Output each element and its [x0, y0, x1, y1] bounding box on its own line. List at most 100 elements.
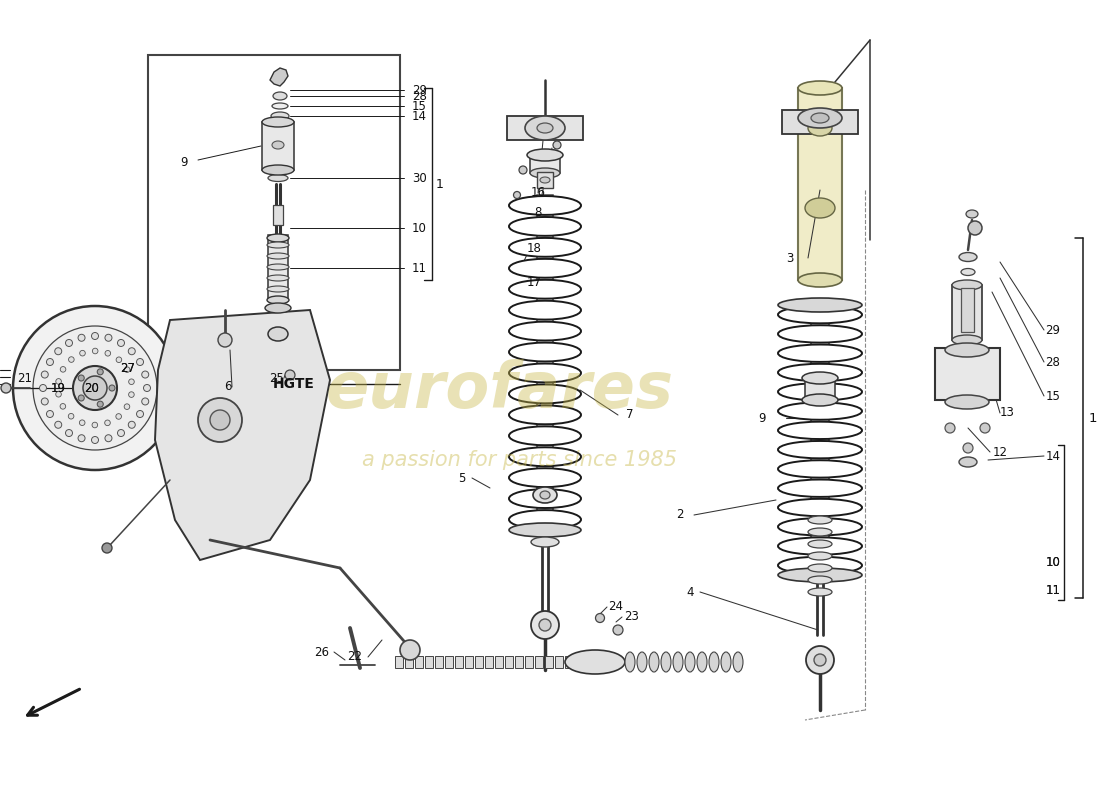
Circle shape	[400, 640, 420, 660]
Circle shape	[210, 410, 230, 430]
Ellipse shape	[509, 217, 581, 236]
Circle shape	[118, 339, 124, 346]
Text: 19: 19	[51, 382, 66, 394]
Bar	[525, 656, 533, 668]
Ellipse shape	[267, 296, 289, 304]
Ellipse shape	[697, 652, 707, 672]
Circle shape	[1, 383, 11, 393]
Circle shape	[46, 358, 54, 366]
Text: 1: 1	[1089, 411, 1098, 425]
Ellipse shape	[778, 402, 862, 420]
Bar	[268, 235, 288, 300]
Ellipse shape	[952, 280, 982, 290]
Circle shape	[129, 379, 134, 385]
Circle shape	[118, 430, 124, 437]
Text: 1: 1	[436, 178, 444, 190]
Ellipse shape	[637, 652, 647, 672]
Ellipse shape	[733, 652, 742, 672]
Circle shape	[531, 611, 559, 639]
Ellipse shape	[565, 650, 625, 674]
Circle shape	[46, 410, 54, 418]
Ellipse shape	[798, 81, 842, 95]
Text: 28: 28	[1046, 355, 1060, 369]
Ellipse shape	[798, 273, 842, 287]
Polygon shape	[155, 310, 330, 560]
Ellipse shape	[778, 518, 862, 535]
Circle shape	[109, 385, 116, 391]
Circle shape	[42, 398, 48, 405]
Circle shape	[595, 614, 605, 622]
Ellipse shape	[262, 165, 294, 175]
Text: 25: 25	[270, 371, 285, 385]
Text: 29: 29	[1045, 323, 1060, 337]
Bar	[475, 656, 483, 668]
Ellipse shape	[534, 487, 557, 503]
Circle shape	[91, 333, 99, 339]
Ellipse shape	[273, 92, 287, 100]
Circle shape	[136, 358, 143, 366]
Circle shape	[980, 423, 990, 433]
Circle shape	[553, 141, 561, 149]
Bar	[515, 656, 522, 668]
Ellipse shape	[959, 457, 977, 467]
Text: 9: 9	[758, 411, 766, 425]
Ellipse shape	[661, 652, 671, 672]
Bar	[537, 172, 553, 188]
Circle shape	[514, 191, 520, 198]
Text: 15: 15	[1046, 390, 1060, 402]
Bar	[495, 656, 503, 668]
Ellipse shape	[778, 364, 862, 381]
Ellipse shape	[262, 117, 294, 127]
Text: 12: 12	[992, 446, 1008, 458]
Ellipse shape	[685, 652, 695, 672]
Bar	[544, 656, 553, 668]
Circle shape	[285, 370, 295, 380]
Text: 27: 27	[121, 362, 135, 374]
Circle shape	[129, 422, 135, 428]
Ellipse shape	[525, 116, 565, 140]
Circle shape	[143, 385, 151, 391]
Ellipse shape	[808, 516, 832, 524]
Ellipse shape	[509, 447, 581, 466]
Circle shape	[129, 348, 135, 354]
Circle shape	[60, 403, 66, 409]
Ellipse shape	[267, 242, 289, 248]
Text: 18: 18	[527, 242, 541, 254]
Text: 14: 14	[412, 110, 427, 122]
Circle shape	[104, 350, 111, 356]
Text: 5: 5	[459, 471, 465, 485]
Circle shape	[92, 348, 98, 354]
Text: 15: 15	[412, 99, 427, 113]
Polygon shape	[270, 68, 288, 86]
Ellipse shape	[952, 335, 982, 345]
Text: 26: 26	[315, 646, 330, 658]
Circle shape	[129, 392, 134, 398]
Circle shape	[55, 422, 62, 428]
Ellipse shape	[530, 168, 560, 178]
Text: 4: 4	[686, 586, 694, 598]
Ellipse shape	[778, 568, 862, 582]
Ellipse shape	[625, 652, 635, 672]
Bar	[405, 656, 412, 668]
Ellipse shape	[272, 103, 288, 109]
Circle shape	[136, 410, 143, 418]
Circle shape	[78, 334, 85, 342]
Text: 21: 21	[18, 371, 33, 385]
Text: 22: 22	[348, 650, 363, 663]
Ellipse shape	[778, 557, 862, 574]
Ellipse shape	[710, 652, 719, 672]
Ellipse shape	[720, 652, 732, 672]
Bar	[565, 656, 573, 668]
Text: 10: 10	[1046, 557, 1060, 570]
Circle shape	[116, 414, 121, 419]
Ellipse shape	[540, 491, 550, 499]
Bar	[782, 110, 858, 134]
Ellipse shape	[808, 120, 832, 136]
Text: 13: 13	[1000, 406, 1014, 419]
Ellipse shape	[531, 537, 559, 547]
Ellipse shape	[778, 298, 862, 312]
Circle shape	[814, 654, 826, 666]
Ellipse shape	[811, 113, 829, 123]
Circle shape	[13, 306, 177, 470]
Ellipse shape	[509, 280, 581, 298]
